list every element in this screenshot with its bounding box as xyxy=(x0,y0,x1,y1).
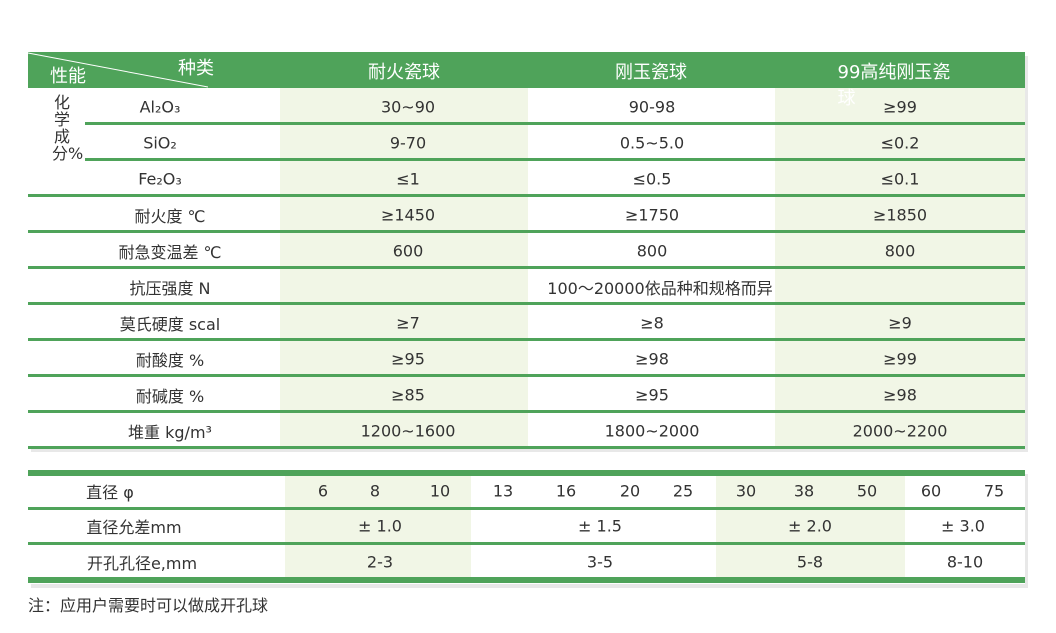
cell: ≤0.1 xyxy=(880,169,920,189)
diameter-value: 25 xyxy=(672,481,694,501)
diameter-value: 75 xyxy=(983,481,1005,501)
row-label: 耐碱度 % xyxy=(135,387,205,406)
corner-bottom-label: 性能 xyxy=(50,66,86,87)
chem-group-label: 化学成分% xyxy=(52,93,84,163)
row-label: 耐急变温差 ℃ xyxy=(118,243,222,262)
cell: 90-98 xyxy=(628,97,676,117)
diameter-label: 直径 φ xyxy=(86,483,134,502)
table-bottom-bar xyxy=(28,577,1025,583)
diameter-value: 13 xyxy=(492,481,514,501)
hole-value: 2-3 xyxy=(366,552,394,572)
diameter-value: 10 xyxy=(429,481,451,501)
column-header: 99高纯刚玉瓷球 xyxy=(837,62,951,109)
row-label: SiO₂ xyxy=(143,133,177,153)
corner-top-label: 种类 xyxy=(178,58,214,79)
diagonal-divider xyxy=(28,52,208,88)
cell: 1200~1600 xyxy=(360,421,456,441)
cell: ≤0.5 xyxy=(632,169,672,189)
cell: ≥1750 xyxy=(624,205,680,225)
cell: 30~90 xyxy=(380,97,436,117)
row-label: 莫氏硬度 scal xyxy=(119,315,221,334)
cell: 0.5~5.0 xyxy=(619,133,685,153)
diameter-value: 20 xyxy=(619,481,641,501)
column-band xyxy=(285,476,471,578)
diameter-value: 50 xyxy=(856,481,878,501)
diameter-value: 38 xyxy=(793,481,815,501)
cell: 2000~2200 xyxy=(852,421,948,441)
row-label: Fe₂O₃ xyxy=(138,169,182,189)
cell: ≥99 xyxy=(883,97,917,117)
cell: ≥8 xyxy=(640,313,664,333)
cell: ≥1850 xyxy=(872,205,928,225)
cell: ≥95 xyxy=(391,349,425,369)
diameter-value: 6 xyxy=(317,481,329,501)
row-label: 堆重 kg/m³ xyxy=(128,423,212,442)
column-header: 刚玉瓷球 xyxy=(615,62,687,83)
hole-label: 开孔孔径e,mm xyxy=(86,554,198,573)
cell: ≥85 xyxy=(391,385,425,405)
tolerance-value: ± 3.0 xyxy=(941,516,985,536)
hole-value: 3-5 xyxy=(586,552,614,572)
cell: ≥95 xyxy=(635,385,669,405)
diameter-value: 60 xyxy=(920,481,942,501)
cell: 600 xyxy=(392,241,424,261)
tolerance-value: ± 1.0 xyxy=(358,516,402,536)
cell: ≥7 xyxy=(396,313,420,333)
cell: ≥98 xyxy=(635,349,669,369)
cell: 1800~2000 xyxy=(604,421,700,441)
cell: ≤1 xyxy=(396,169,420,189)
table-header: 性能 种类 耐火瓷球 刚玉瓷球 99高纯刚玉瓷球 xyxy=(28,52,1025,109)
row-label: 抗压强度 N xyxy=(129,279,211,298)
footnote: 注：应用户需要时可以做成开孔球 xyxy=(28,596,269,615)
row-label: 耐火度 ℃ xyxy=(134,207,206,226)
table-top-bar xyxy=(28,470,1025,476)
cell: 800 xyxy=(884,241,916,261)
hole-value: 5-8 xyxy=(796,552,824,572)
cell: ≥9 xyxy=(888,313,912,333)
cell: ≤0.2 xyxy=(880,133,920,153)
diameter-value: 16 xyxy=(555,481,577,501)
tolerance-value: ± 2.0 xyxy=(788,516,832,536)
diameter-value: 30 xyxy=(735,481,757,501)
row-label: 耐酸度 % xyxy=(135,351,205,370)
tolerance-label: 直径允差mm xyxy=(86,518,182,537)
hole-value: 8-10 xyxy=(946,552,984,572)
cell: 9-70 xyxy=(389,133,427,153)
row-label: Al₂O₃ xyxy=(139,97,181,117)
diameter-value: 8 xyxy=(369,481,381,501)
column-header: 耐火瓷球 xyxy=(368,62,440,83)
tolerance-value: ± 1.5 xyxy=(578,516,622,536)
cell: ≥99 xyxy=(883,349,917,369)
cell: 800 xyxy=(636,241,668,261)
cell: ≥98 xyxy=(883,385,917,405)
column-band xyxy=(716,476,905,578)
merged-cell: 100～20000依品种和规格而异 xyxy=(547,279,773,298)
cell: ≥1450 xyxy=(380,205,436,225)
